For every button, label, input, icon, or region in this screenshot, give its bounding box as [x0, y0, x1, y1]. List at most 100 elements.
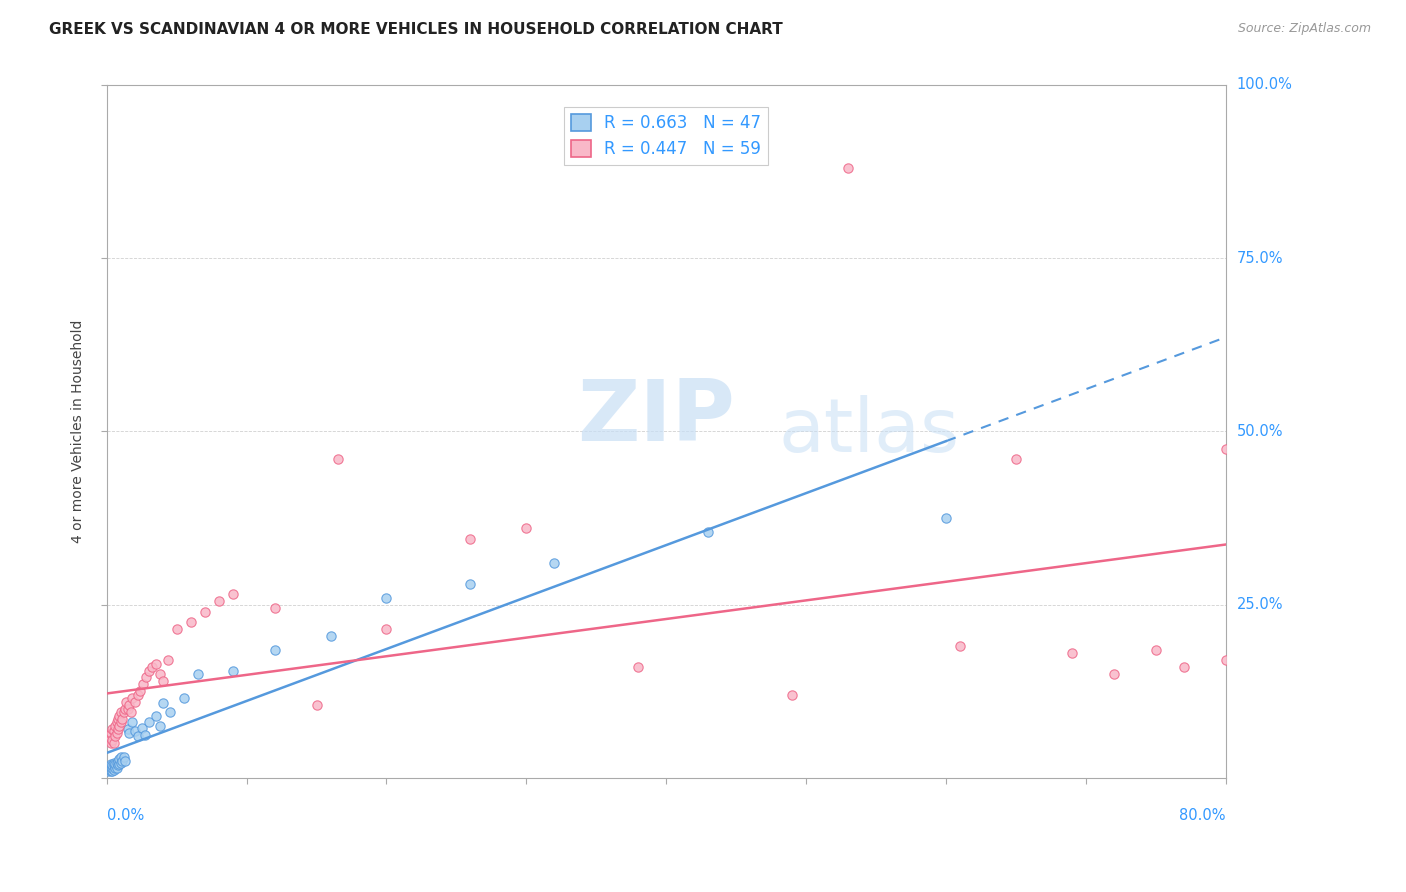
- Point: [103, 763, 125, 777]
- Point: [543, 556, 565, 570]
- Point: [326, 452, 349, 467]
- Text: 80.0%: 80.0%: [1180, 808, 1226, 823]
- Point: [180, 615, 202, 629]
- Point: [112, 750, 135, 764]
- Point: [98, 732, 121, 747]
- Point: [97, 729, 120, 743]
- Point: [104, 729, 127, 743]
- Point: [100, 736, 122, 750]
- Point: [103, 756, 125, 770]
- Text: 50.0%: 50.0%: [1237, 424, 1284, 439]
- Point: [152, 673, 174, 688]
- Point: [103, 723, 125, 738]
- Point: [157, 653, 180, 667]
- Point: [101, 758, 124, 772]
- Point: [1004, 452, 1026, 467]
- Point: [108, 751, 131, 765]
- Point: [104, 757, 127, 772]
- Point: [780, 688, 803, 702]
- Point: [118, 698, 141, 713]
- Point: [127, 729, 149, 743]
- Point: [97, 764, 120, 778]
- Point: [105, 726, 128, 740]
- Point: [460, 532, 482, 546]
- Point: [187, 667, 209, 681]
- Point: [108, 708, 131, 723]
- Point: [120, 705, 142, 719]
- Point: [697, 524, 720, 539]
- Point: [103, 736, 125, 750]
- Point: [221, 664, 243, 678]
- Point: [112, 705, 135, 719]
- Point: [111, 712, 134, 726]
- Point: [104, 719, 127, 733]
- Point: [108, 757, 131, 772]
- Point: [159, 705, 181, 719]
- Point: [132, 677, 155, 691]
- Point: [121, 715, 143, 730]
- Point: [118, 726, 141, 740]
- Text: Source: ZipAtlas.com: Source: ZipAtlas.com: [1237, 22, 1371, 36]
- Point: [1215, 442, 1237, 456]
- Point: [129, 684, 152, 698]
- Point: [114, 701, 136, 715]
- Point: [208, 594, 231, 608]
- Point: [305, 698, 328, 713]
- Point: [110, 715, 132, 730]
- Point: [98, 763, 121, 777]
- Point: [114, 754, 136, 768]
- Point: [134, 728, 156, 742]
- Point: [107, 754, 129, 768]
- Point: [375, 591, 398, 605]
- Point: [166, 622, 188, 636]
- Point: [110, 705, 132, 719]
- Point: [375, 622, 398, 636]
- Point: [149, 719, 172, 733]
- Point: [221, 587, 243, 601]
- Point: [627, 660, 650, 674]
- Point: [1215, 653, 1237, 667]
- Point: [105, 756, 128, 770]
- Point: [104, 760, 127, 774]
- Point: [117, 723, 139, 737]
- Point: [100, 760, 122, 774]
- Point: [100, 764, 122, 778]
- Point: [138, 715, 160, 730]
- Point: [98, 760, 121, 774]
- Text: 0.0%: 0.0%: [107, 808, 143, 823]
- Point: [100, 757, 122, 772]
- Point: [145, 708, 167, 723]
- Point: [173, 691, 195, 706]
- Point: [1060, 646, 1083, 660]
- Point: [124, 723, 146, 738]
- Point: [1144, 642, 1167, 657]
- Y-axis label: 4 or more Vehicles in Household: 4 or more Vehicles in Household: [72, 319, 86, 543]
- Point: [460, 577, 482, 591]
- Point: [263, 601, 285, 615]
- Point: [115, 695, 138, 709]
- Point: [145, 657, 167, 671]
- Point: [515, 521, 537, 535]
- Point: [105, 715, 128, 730]
- Point: [1173, 660, 1195, 674]
- Text: GREEK VS SCANDINAVIAN 4 OR MORE VEHICLES IN HOUSEHOLD CORRELATION CHART: GREEK VS SCANDINAVIAN 4 OR MORE VEHICLES…: [49, 22, 783, 37]
- Point: [837, 161, 859, 175]
- Text: atlas: atlas: [778, 395, 959, 468]
- Point: [103, 758, 125, 772]
- Point: [131, 721, 153, 735]
- Point: [111, 754, 134, 768]
- Point: [138, 664, 160, 678]
- Text: 25.0%: 25.0%: [1237, 597, 1284, 612]
- Point: [107, 758, 129, 772]
- Point: [127, 688, 149, 702]
- Point: [124, 695, 146, 709]
- Point: [135, 670, 157, 684]
- Point: [141, 660, 163, 674]
- Text: 100.0%: 100.0%: [1237, 78, 1292, 93]
- Point: [107, 712, 129, 726]
- Point: [149, 667, 172, 681]
- Point: [108, 719, 131, 733]
- Point: [100, 726, 122, 740]
- Point: [152, 696, 174, 710]
- Point: [101, 732, 124, 747]
